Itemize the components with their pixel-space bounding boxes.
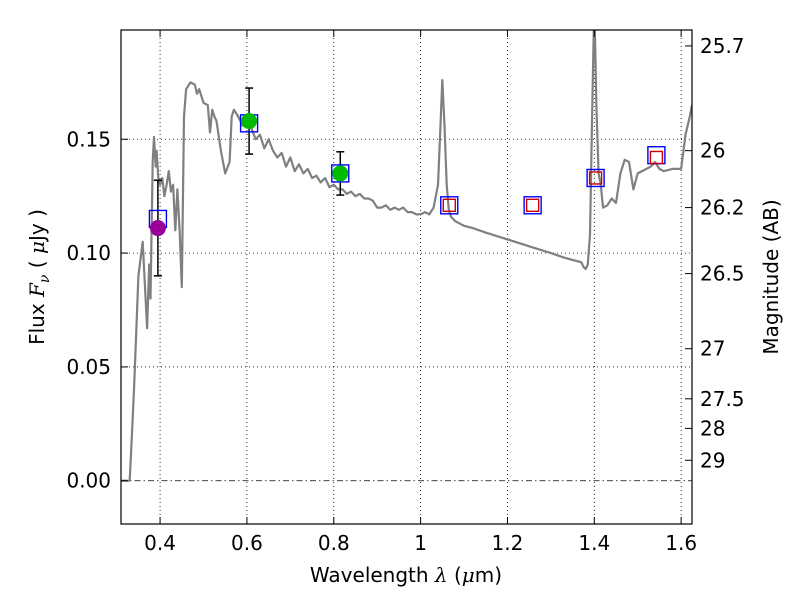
model-band-mag-marker: [586, 168, 605, 188]
detection-green-point: [241, 113, 258, 130]
x-axis-label: Wavelength λ (μm): [310, 563, 502, 587]
y-tick-label: 0.00: [66, 469, 111, 493]
x-tick-label: 1.4: [578, 531, 610, 555]
model-spectrum: [121, 30, 692, 482]
y-axis-label: Flux Fν ( μJy ): [25, 209, 53, 345]
y-tick-label: 0.15: [66, 127, 111, 151]
axis-ticks: 0.4 0.6 0.8 1 1.2 1.4 1.6 0.00 0.05 0.10 0.15 25.7 2…: [66, 30, 745, 555]
y-tick-label: 0.05: [66, 355, 111, 379]
nu-subscript: ν: [37, 274, 53, 283]
model-spectrum-line: [121, 30, 692, 482]
y2-tick-label: 29: [700, 448, 725, 472]
y2-tick-label: 26: [700, 139, 725, 163]
y2-tick-label: 25.7: [700, 34, 745, 58]
upper-limit-marker: [588, 171, 603, 185]
x-tick-label: 1.6: [665, 531, 697, 555]
x-tick-label: 0.4: [144, 531, 176, 555]
detection-violet-point: [149, 220, 166, 237]
x-axis-unit-rest: m): [475, 563, 502, 587]
model-band-mag-marker: [523, 196, 542, 215]
x-tick-label: 0.6: [231, 531, 263, 555]
y2-tick-label: 26.2: [700, 196, 745, 220]
upper-limit-marker: [649, 150, 664, 165]
y-micro-symbol: μ: [25, 241, 49, 254]
y2-tick-label: 28: [700, 416, 725, 440]
y2-tick-label: 26.5: [700, 262, 745, 286]
lambda-symbol: λ: [434, 563, 448, 587]
model-band-mag-marker: [331, 164, 350, 183]
x-axis-unit-open: (: [448, 563, 462, 587]
upper-limit-marker: [525, 198, 540, 212]
x-axis-label-prefix: Wavelength: [310, 563, 435, 587]
upper-limit-marker: [442, 198, 456, 212]
x-tick-label: 1: [414, 531, 427, 555]
y-tick-label: 0.10: [66, 241, 111, 265]
flux-symbol: F: [25, 282, 49, 298]
detection-green-point: [332, 165, 349, 182]
y-axis-unit-open: (: [25, 254, 49, 275]
model-band-mag-marker: [440, 196, 459, 215]
y2-tick-label: 27: [700, 337, 725, 361]
x-tick-label: 1.2: [492, 531, 524, 555]
y2-axis-label: Magnitude (AB): [759, 199, 783, 354]
y-axis-label-prefix: Flux: [25, 297, 49, 345]
micro-symbol: μ: [462, 563, 475, 587]
y-axis-unit-rest: Jy ): [25, 209, 49, 243]
photometry-markers: [148, 113, 666, 237]
plot-frame: [120, 29, 693, 525]
x-tick-label: 0.8: [318, 531, 350, 555]
y2-tick-label: 27.5: [700, 387, 745, 411]
